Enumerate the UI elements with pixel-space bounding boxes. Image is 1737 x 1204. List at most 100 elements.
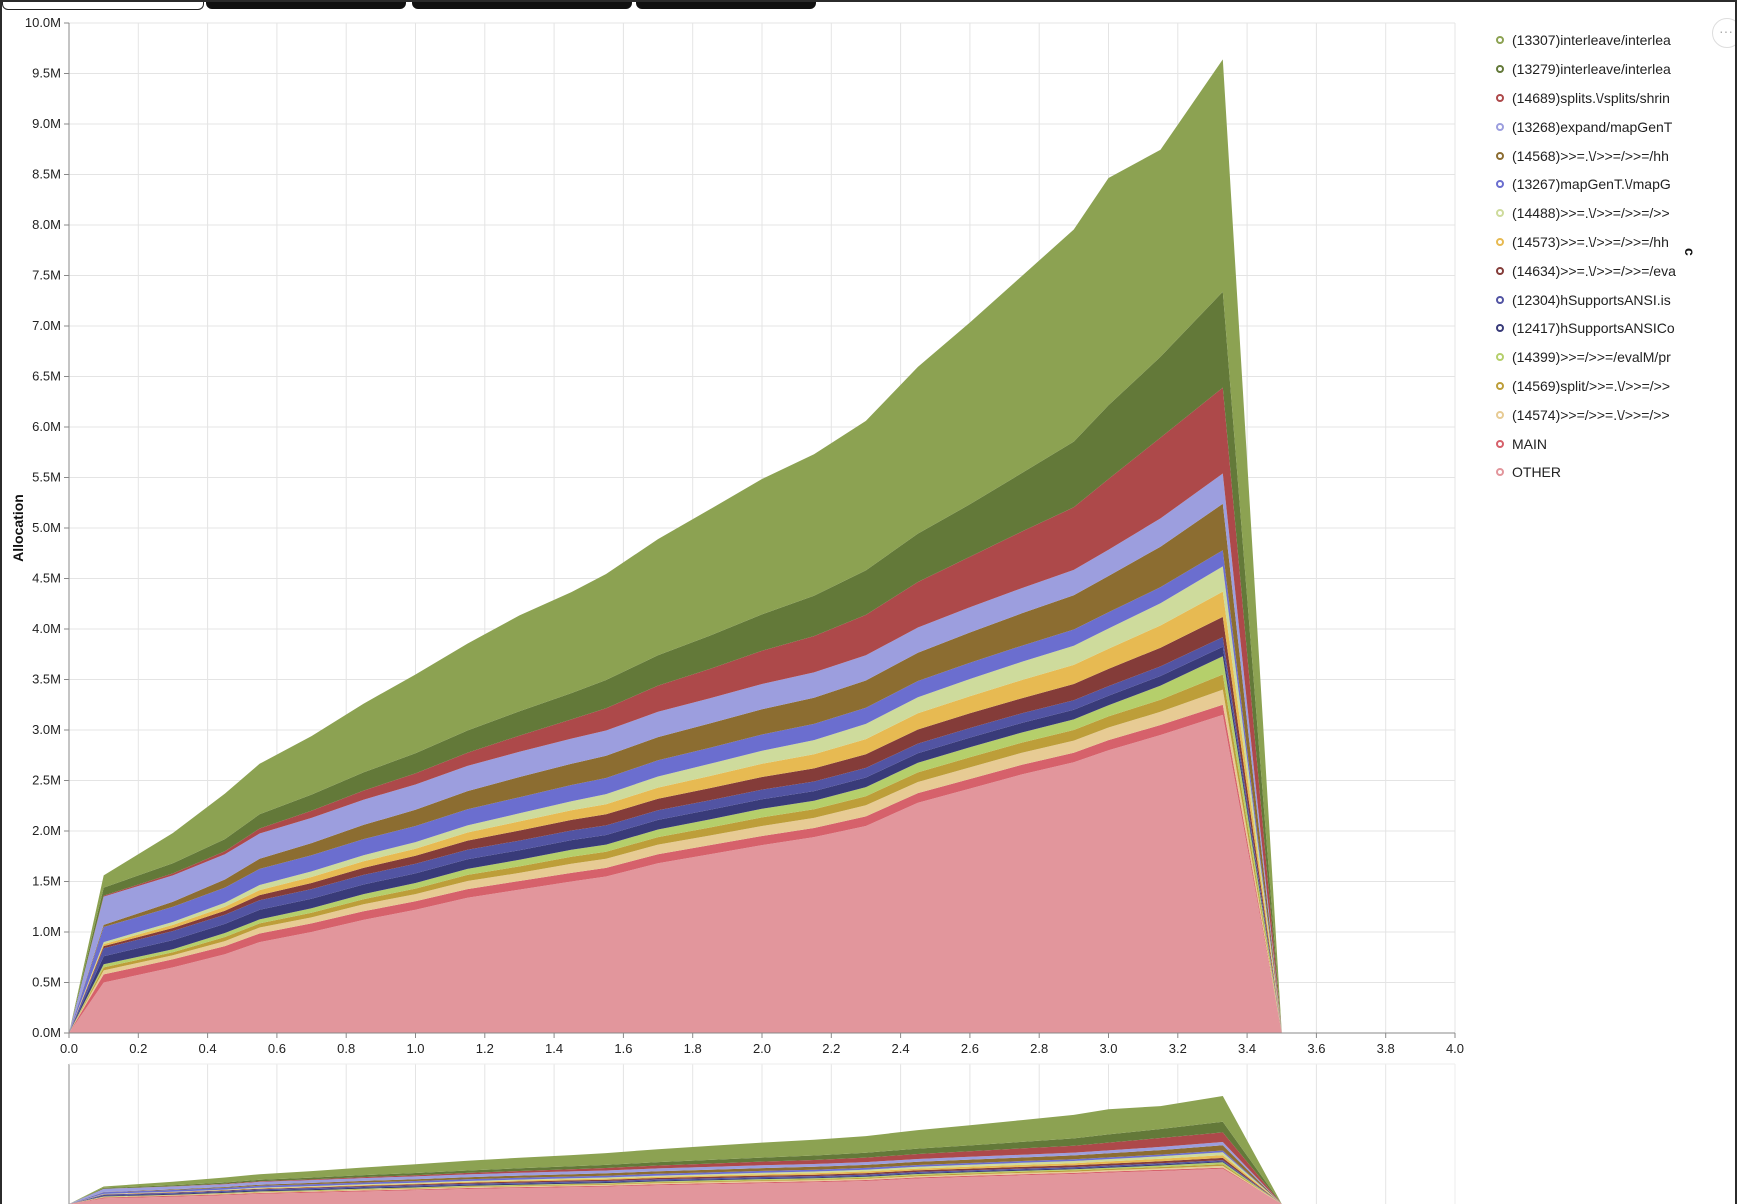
more-options-button[interactable]: ··· xyxy=(1712,18,1735,48)
area-series-0[interactable] xyxy=(69,714,1282,1033)
legend-item[interactable]: OTHER xyxy=(1488,458,1692,487)
overview-area-series-2[interactable] xyxy=(69,1165,1282,1204)
area-series-15[interactable] xyxy=(69,59,1282,1033)
area-series-7[interactable] xyxy=(69,616,1282,1033)
area-series-8[interactable] xyxy=(69,591,1282,1033)
overview-area-series-3[interactable] xyxy=(69,1164,1282,1204)
legend-label: (14689)splits.\/splits/shrin xyxy=(1512,89,1670,106)
overview-axes xyxy=(68,1063,1456,1204)
x-tick-label: 4.0 xyxy=(1446,1041,1464,1056)
legend-item[interactable]: (14568)>>=.\/>>=/>>=/hh xyxy=(1488,141,1692,170)
overview-area-series-14[interactable] xyxy=(69,1121,1282,1204)
legend-circle-icon xyxy=(1496,93,1504,102)
overview-area-series-7[interactable] xyxy=(69,1157,1282,1204)
y-tick-label: 1.5M xyxy=(32,874,61,889)
legend-item[interactable]: (14399)>>=/>>=/evalM/pr xyxy=(1488,343,1692,372)
area-series-14[interactable] xyxy=(69,291,1282,1033)
legend-item[interactable]: (14574)>>=/>>=.\/>>=/>> xyxy=(1488,400,1692,429)
legend-label: (12417)hSupportsANSICo xyxy=(1512,320,1675,337)
y-tick-label: 0.0M xyxy=(32,1025,61,1040)
overview-area-series-12[interactable] xyxy=(69,1142,1282,1204)
legend-circle-icon xyxy=(1496,151,1504,160)
legend-item[interactable]: (14569)split/>>=.\/>>=/>> xyxy=(1488,372,1692,401)
area-series-12[interactable] xyxy=(69,473,1282,1034)
overview-area-series-10[interactable] xyxy=(69,1150,1282,1204)
legend-circle-icon xyxy=(1496,410,1504,419)
legend-item[interactable]: MAIN xyxy=(1488,429,1692,458)
legend-item[interactable]: (12417)hSupportsANSICo xyxy=(1488,314,1692,343)
area-series-13[interactable] xyxy=(69,387,1282,1034)
y-tick-label: 9.0M xyxy=(32,116,61,131)
legend-label: MAIN xyxy=(1512,435,1547,452)
y-tick-label: 7.0M xyxy=(32,318,61,333)
legend-label: (13307)interleave/interlea xyxy=(1512,32,1671,49)
x-tick-label: 1.2 xyxy=(476,1041,494,1056)
area-series-11[interactable] xyxy=(69,503,1282,1033)
overview-area-series-0[interactable] xyxy=(69,1168,1282,1204)
main-chart[interactable]: 0.0 0.2 0.4 0.6 0.8 1.0 1.2 1.4 1.6 1.8 2.0 2.2 2.4 2… xyxy=(10,15,1464,1056)
legend-item[interactable]: (13307)interleave/interlea xyxy=(1488,26,1692,55)
tab-4[interactable] xyxy=(636,2,816,9)
legend-label: (14634)>>=.\/>>=/>>=/eva xyxy=(1512,262,1676,279)
legend-item[interactable]: (13268)expand/mapGenT xyxy=(1488,112,1692,141)
overview-area-series-15[interactable] xyxy=(69,1096,1282,1204)
y-tick-label: 7.5M xyxy=(32,268,61,283)
legend-label: (14574)>>=/>>=.\/>>=/>> xyxy=(1512,406,1670,423)
overview-area-series-8[interactable] xyxy=(69,1155,1282,1204)
x-tick-label: 0.0 xyxy=(60,1041,78,1056)
x-tick-label: 0.4 xyxy=(199,1041,217,1056)
legend-label: (13279)interleave/interlea xyxy=(1512,61,1671,78)
overview-area-series-11[interactable] xyxy=(69,1145,1282,1204)
x-axis: 0.0 0.2 0.4 0.6 0.8 1.0 1.2 1.4 1.6 1.8 2.0 2.2 2.4 2… xyxy=(60,1033,1464,1056)
overview-area-series-5[interactable] xyxy=(69,1161,1282,1204)
y-tick-label: 3.0M xyxy=(32,722,61,737)
x-tick-label: 3.8 xyxy=(1377,1041,1395,1056)
x-tick-label: 3.6 xyxy=(1307,1041,1325,1056)
legend-label: (14569)split/>>=.\/>>=/>> xyxy=(1512,377,1671,394)
area-series-3[interactable] xyxy=(69,674,1282,1034)
y-tick-label: 4.0M xyxy=(32,621,61,636)
legend-label: OTHER xyxy=(1512,464,1561,481)
legend-item[interactable]: (12304)hSupportsANSI.is xyxy=(1488,285,1692,314)
overview-chart[interactable] xyxy=(68,1063,1456,1204)
tab-3[interactable] xyxy=(412,2,632,9)
y-tick-label: 5.5M xyxy=(32,470,61,485)
legend-item[interactable]: (14488)>>=.\/>>=/>>=/>> xyxy=(1488,199,1692,228)
x-tick-label: 3.2 xyxy=(1169,1041,1187,1056)
overview-area-series-9[interactable] xyxy=(69,1152,1282,1204)
area-series-group[interactable] xyxy=(69,59,1282,1034)
area-series-10[interactable] xyxy=(69,550,1282,1033)
legend-item[interactable]: (14689)splits.\/splits/shrin xyxy=(1488,84,1692,113)
legend-circle-icon xyxy=(1496,180,1504,189)
x-tick-label: 2.0 xyxy=(753,1041,771,1056)
legend-item[interactable]: (14634)>>=.\/>>=/>>=/eva xyxy=(1488,256,1692,285)
area-series-9[interactable] xyxy=(69,566,1282,1033)
area-series-2[interactable] xyxy=(69,689,1282,1033)
legend-item[interactable]: (13267)mapGenT.\/mapG xyxy=(1488,170,1692,199)
legend-item[interactable]: (13279)interleave/interlea xyxy=(1488,55,1692,84)
legend-circle-icon xyxy=(1496,468,1504,477)
y-tick-label: 6.5M xyxy=(32,369,61,384)
legend-circle-icon xyxy=(1496,237,1504,246)
area-series-5[interactable] xyxy=(69,646,1282,1033)
legend-circle-icon xyxy=(1496,381,1504,390)
tab-2[interactable] xyxy=(206,2,406,9)
overview-area-series-group[interactable] xyxy=(69,1096,1282,1204)
x-tick-label: 1.4 xyxy=(545,1041,563,1056)
y-tick-label: 4.5M xyxy=(32,571,61,586)
overview-area-series-13[interactable] xyxy=(69,1132,1282,1204)
tab-1[interactable] xyxy=(2,2,204,10)
legend-item[interactable]: (14573)>>=.\/>>=/>>=/hh xyxy=(1488,228,1692,257)
x-tick-label: 2.2 xyxy=(822,1041,840,1056)
y-tick-label: 3.5M xyxy=(32,672,61,687)
tab-strip xyxy=(2,2,1735,12)
y-tick-label: 10.0M xyxy=(25,15,61,30)
y-tick-label: 5.0M xyxy=(32,520,61,535)
area-series-4[interactable] xyxy=(69,656,1282,1033)
x-tick-label: 0.8 xyxy=(337,1041,355,1056)
legend: (13307)interleave/interlea (13279)interle… xyxy=(1488,26,1692,487)
overview-area-series-4[interactable] xyxy=(69,1162,1282,1204)
x-tick-label: 2.4 xyxy=(892,1041,910,1056)
